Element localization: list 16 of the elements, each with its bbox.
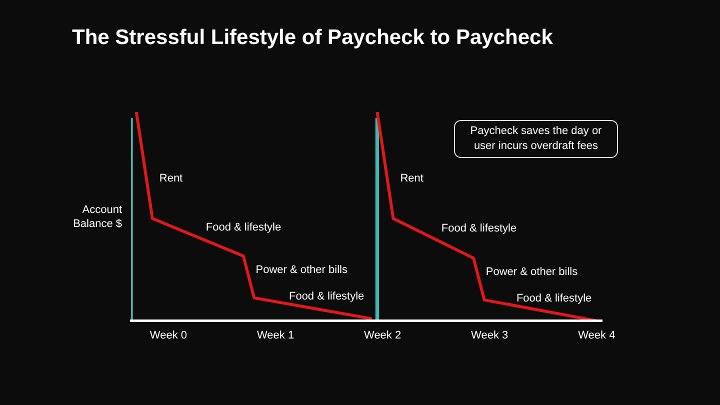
x-tick-label: Week 0 [150, 329, 188, 342]
annotation: Food & lifestyle [441, 222, 517, 234]
annotation: Power & other bills [256, 264, 348, 276]
annotation: Food & lifestyle [288, 290, 364, 302]
x-tick-label: Week 3 [471, 329, 508, 342]
x-tick-label: Week 1 [256, 329, 294, 342]
annotation: Rent [400, 172, 424, 184]
annotation: Rent [159, 172, 183, 184]
x-tick-label: Week 4 [578, 329, 616, 342]
y-axis-title: Account Balance $ [72, 203, 122, 231]
annotation: Power & other bills [486, 266, 578, 278]
chart-title: The Stressful Lifestyle of Paycheck to Paycheck [72, 26, 553, 50]
x-tick-label: Week 2 [364, 329, 402, 342]
annotation: Food & lifestyle [206, 221, 282, 234]
annotation: Food & lifestyle [516, 292, 592, 304]
annotation: Paycheck saves the day or user incurs overdraft fees [454, 120, 618, 158]
